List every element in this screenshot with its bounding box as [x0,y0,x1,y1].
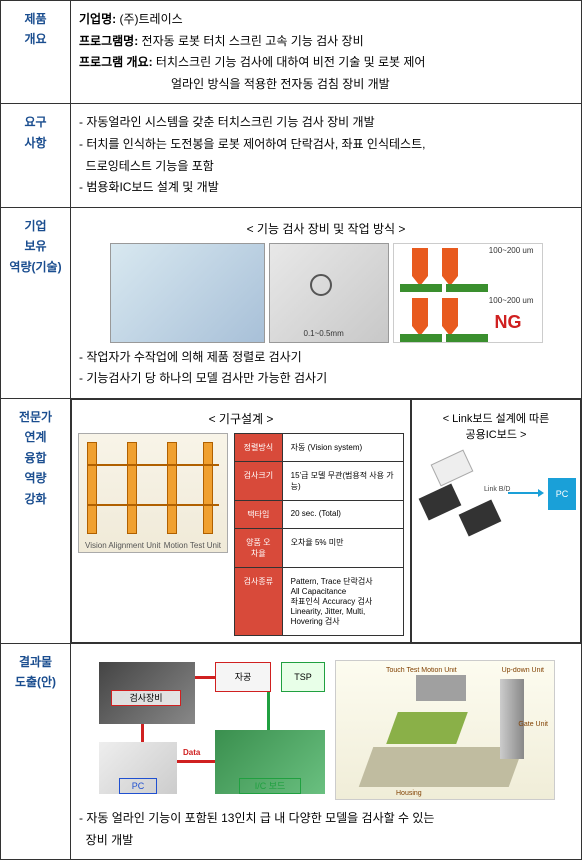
arrow-icon [267,692,270,730]
mockup-base [359,747,524,787]
result-3d-mockup: Touch Test Motion Unit Up-down Unit Hous… [335,660,555,800]
mech-l-label: Vision Alignment Unit [85,541,160,550]
label-tsp: TSP [281,662,325,692]
company-name: (주)트레이스 [119,12,182,26]
linkboard-cell: < Link보드 설계에 따른 공용IC보드 > Link B/D PC [411,399,581,643]
label-result: 결과물 도출(안) [1,643,71,859]
pc-box: PC [548,478,576,510]
cell-requirements: - 자동얼라인 시스템을 갖춘 터치스크린 기능 검사 장비 개발 - 터치를 … [71,104,582,207]
arrow-icon [195,676,215,679]
chip-icon [459,499,502,536]
cell-capability: < 기능 검사 장비 및 작업 방식 > 0.1~0.5mm 100~200 u… [71,207,582,398]
bar-icon [446,284,488,292]
scale-text: 0.1~0.5mm [304,329,344,338]
spec-subtable: 정렬방식자동 (Vision system) 검사크기15'급 모델 무관(범용… [234,433,404,636]
label-jig: 자공 [215,662,271,692]
req-2: - 터치를 인식하는 도전봉을 로봇 제어하여 단락검사, 좌표 인식테스트, [79,134,573,156]
mech-title: < 기구설계 > [78,410,404,427]
arrow-icon [177,760,215,763]
nozzle-icon [412,298,428,326]
cap-note1: - 작업자가 수작업에 의해 제품 정렬로 검사기 [79,347,573,369]
label-capability: 기업 보유 역량(기술) [1,207,71,398]
cell-expert: < 기구설계 > Vision Alignment Unit Motion Te… [71,398,582,643]
label-expert: 전문가 연계 융합 역량 강화 [1,398,71,643]
mechanism-design-cell: < 기구설계 > Vision Alignment Unit Motion Te… [71,399,411,643]
label-pc: PC [119,778,157,794]
lb-title: < Link보드 설계에 따른 공용IC보드 > [418,410,574,442]
nozzle-diagram: 100~200 um 100~200 um NG [393,243,543,343]
bar-icon [400,334,442,342]
cap-title: < 기능 검사 장비 및 작업 방식 > [79,220,573,237]
mockup-box [416,675,466,701]
mech-r-label: Motion Test Unit [164,541,221,550]
nozzle-icon [442,298,458,326]
company-label: 기업명: [79,12,116,26]
label-equip: 검사장비 [111,690,181,706]
bar-icon [446,334,488,342]
program-name: 전자동 로봇 터치 스크린 고속 기능 검사 장비 [142,34,364,48]
label-overview: 제품 개요 [1,1,71,104]
cell-overview: 기업명: (주)트레이스 프로그램명: 전자동 로봇 터치 스크린 고속 기능 … [71,1,582,104]
arrow-icon [141,724,144,742]
label-requirements: 요구 사항 [1,104,71,207]
capability-images: 0.1~0.5mm 100~200 um 100~200 um NG [79,243,573,343]
photo-closeup: 0.1~0.5mm [269,243,389,343]
nozzle-icon [412,248,428,276]
chip-icon [419,483,462,520]
photo-operator [110,243,265,343]
cap-note2: - 기능검사기 당 하나의 모델 검사만 가능한 검사기 [79,368,573,390]
req-1: - 자동얼라인 시스템을 갖춘 터치스크린 기능 검사 장비 개발 [79,112,573,134]
result-note2: 장비 개발 [79,830,573,852]
req-2b: 드로잉테스트 기능을 포함 [79,156,573,178]
ng-label: NG [495,312,522,333]
linkboard-diagram: Link B/D PC [418,448,578,538]
dim-2: 100~200 um [489,296,534,305]
label-data: Data [181,748,202,757]
bar-icon [400,284,442,292]
desc-line1: 터치스크린 기능 검사에 대하여 비전 기술 및 로봇 제어 [156,55,426,69]
dim-1: 100~200 um [489,246,534,255]
mechanism-sketch: Vision Alignment Unit Motion Test Unit [78,433,228,553]
lb-text: Link B/D [484,486,510,493]
chip-icon [431,449,474,486]
arrow-icon [508,492,538,494]
result-flow-diagram: 검사장비 자공 TSP PC I/C 보드 [97,660,327,800]
desc-line2: 얼라인 방식을 적용한 전자동 검침 장비 개발 [171,77,390,91]
cell-result: 검사장비 자공 TSP PC I/C 보드 [71,643,582,859]
req-3: - 범용화IC보드 설계 및 개발 [79,177,573,199]
program-label: 프로그램명: [79,34,138,48]
nozzle-icon [442,248,458,276]
mockup-plate [386,712,468,744]
spec-table: 제품 개요 기업명: (주)트레이스 프로그램명: 전자동 로봇 터치 스크린 … [0,0,582,860]
mockup-stand [500,679,524,759]
label-ic: I/C 보드 [239,778,301,794]
desc-label: 프로그램 개요: [79,55,153,69]
result-note: - 자동 얼라인 기능이 포함된 13인치 급 내 다양한 모델을 검사할 수 … [79,808,573,830]
